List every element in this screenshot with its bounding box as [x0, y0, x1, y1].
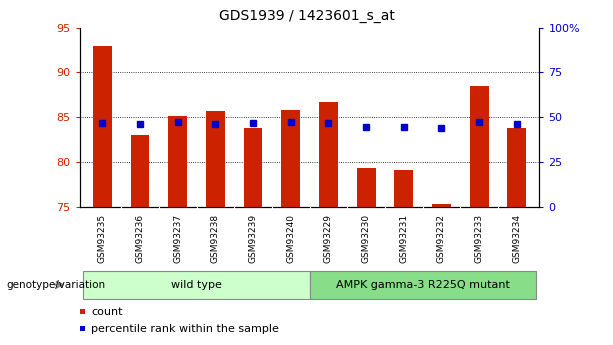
- Bar: [508, 128, 526, 207]
- Text: GSM93237: GSM93237: [173, 214, 182, 263]
- Text: GSM93232: GSM93232: [437, 214, 446, 263]
- Text: GSM93229: GSM93229: [324, 214, 333, 263]
- Text: GSM93236: GSM93236: [135, 214, 145, 263]
- Text: GSM93238: GSM93238: [211, 214, 220, 263]
- Bar: [281, 110, 300, 207]
- Text: GSM93230: GSM93230: [362, 214, 371, 263]
- Bar: [432, 204, 451, 207]
- Bar: [83, 270, 310, 298]
- Text: GSM93234: GSM93234: [512, 214, 521, 263]
- Text: GSM93240: GSM93240: [286, 214, 295, 263]
- Bar: [357, 168, 376, 207]
- Text: count: count: [91, 307, 123, 316]
- Text: genotype/variation: genotype/variation: [6, 280, 105, 289]
- Text: GSM93235: GSM93235: [98, 214, 107, 263]
- Text: GDS1939 / 1423601_s_at: GDS1939 / 1423601_s_at: [219, 9, 394, 23]
- Text: AMPK gamma-3 R225Q mutant: AMPK gamma-3 R225Q mutant: [336, 280, 509, 289]
- Text: GSM93231: GSM93231: [399, 214, 408, 263]
- Bar: [93, 46, 112, 207]
- Bar: [131, 135, 150, 207]
- Bar: [206, 111, 225, 207]
- Text: percentile rank within the sample: percentile rank within the sample: [91, 324, 279, 334]
- Text: wild type: wild type: [171, 280, 222, 289]
- Bar: [243, 128, 262, 207]
- Text: GSM93233: GSM93233: [474, 214, 484, 263]
- Bar: [394, 170, 413, 207]
- Bar: [319, 102, 338, 207]
- Bar: [310, 270, 536, 298]
- Bar: [470, 86, 489, 207]
- Bar: [168, 116, 187, 207]
- Text: GSM93239: GSM93239: [248, 214, 257, 263]
